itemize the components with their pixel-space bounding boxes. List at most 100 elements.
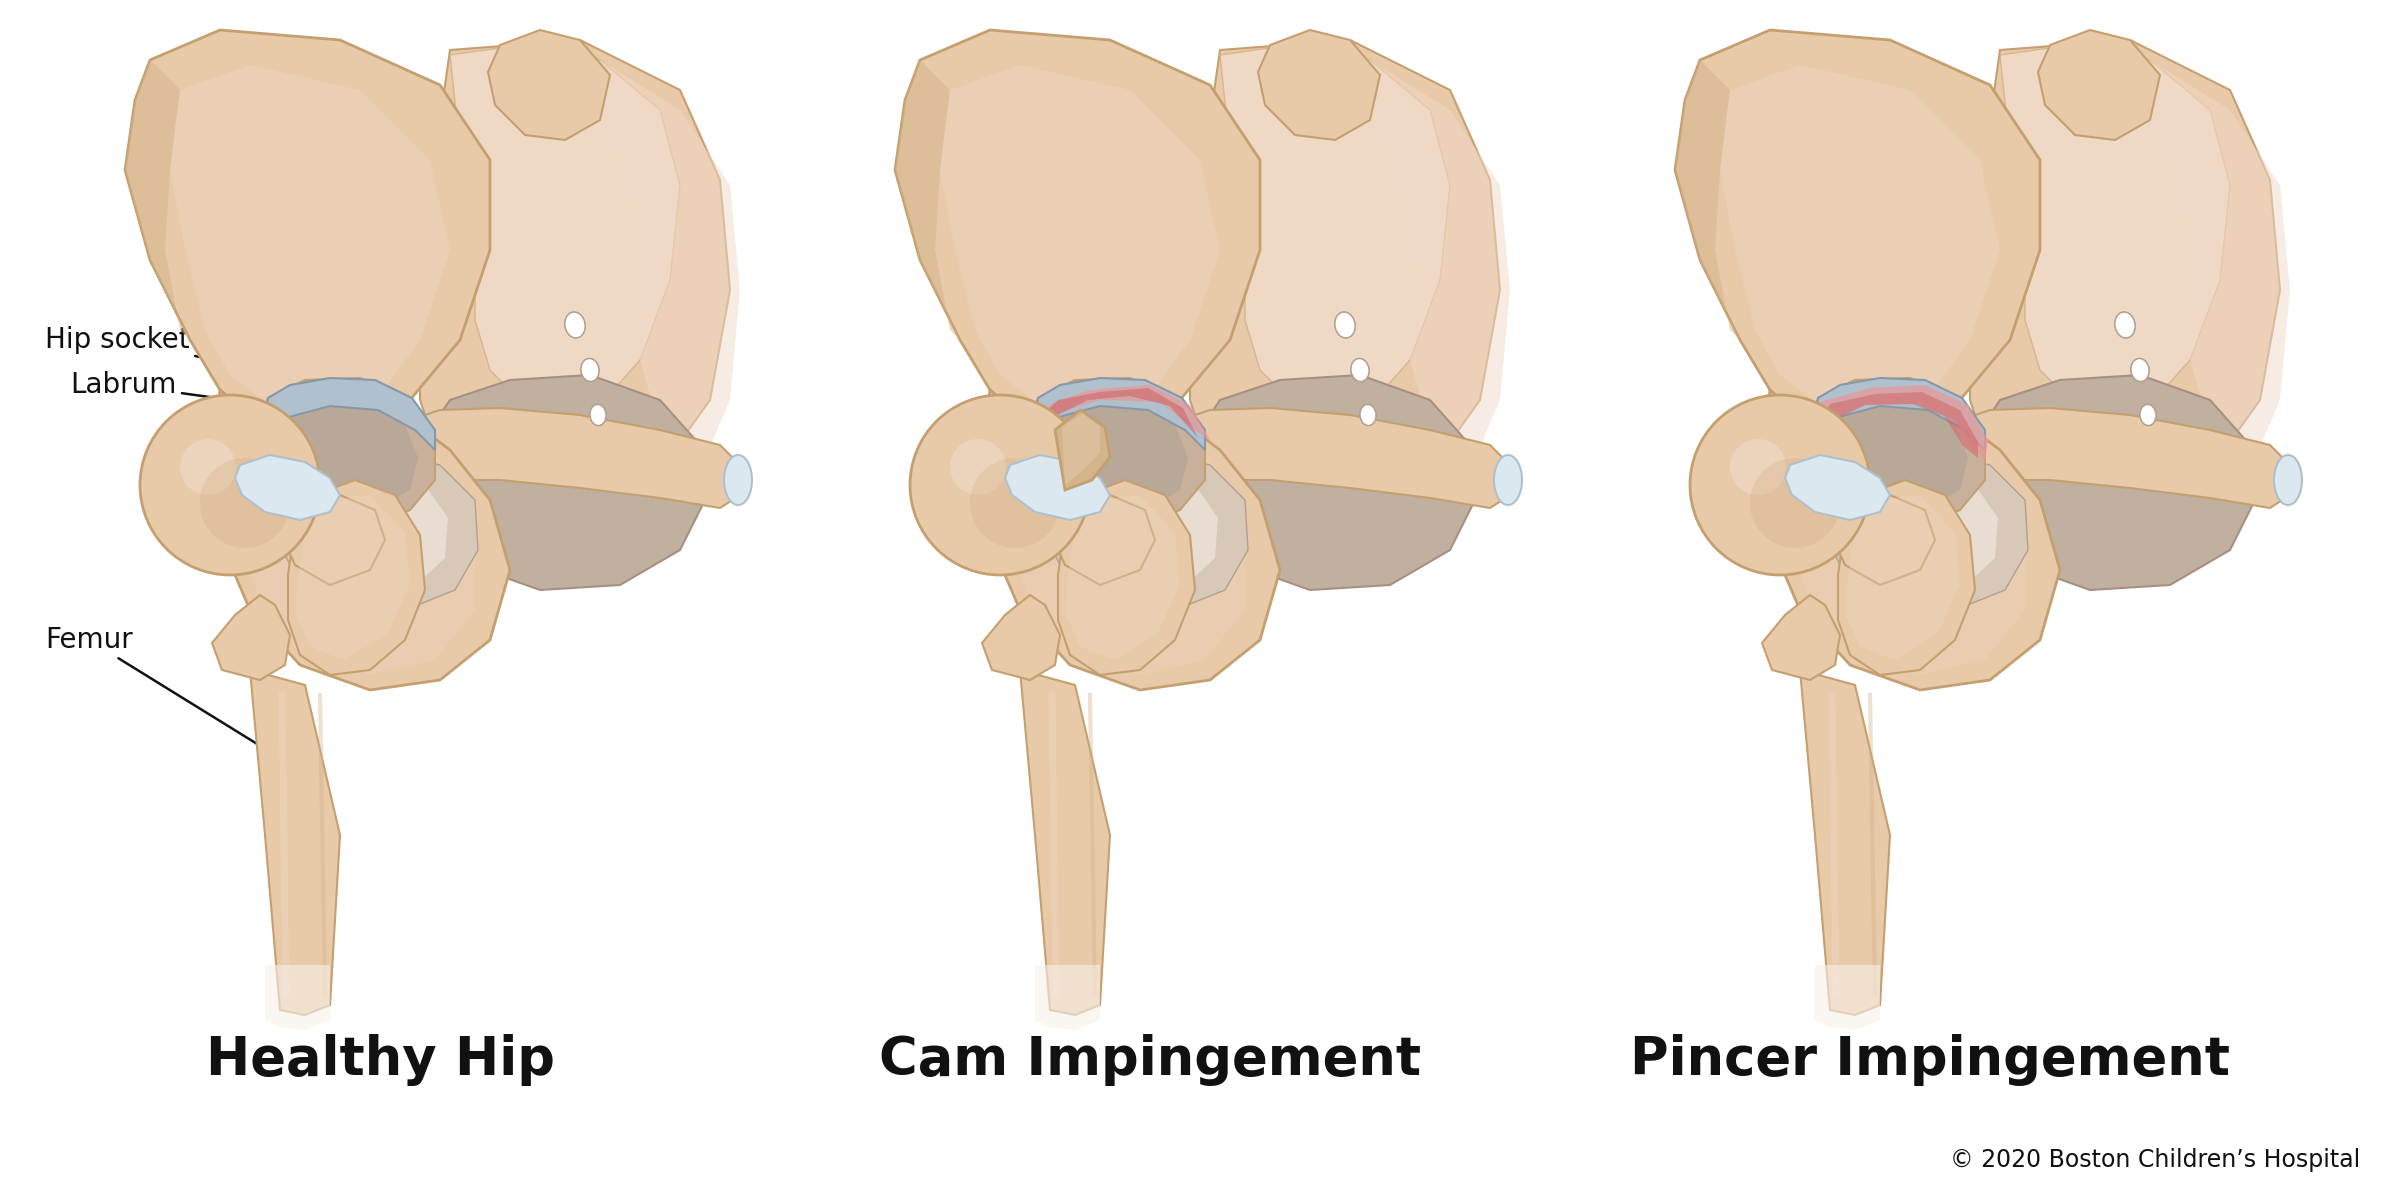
Polygon shape	[2124, 60, 2290, 500]
Ellipse shape	[2131, 359, 2148, 381]
Polygon shape	[982, 595, 1061, 680]
Polygon shape	[1190, 40, 1500, 520]
Polygon shape	[2038, 30, 2160, 140]
Polygon shape	[1836, 495, 1934, 585]
Circle shape	[139, 394, 319, 576]
Polygon shape	[295, 495, 410, 659]
Circle shape	[1690, 394, 1870, 576]
Polygon shape	[1675, 60, 1740, 341]
Ellipse shape	[1351, 359, 1368, 381]
Polygon shape	[1258, 30, 1380, 140]
Ellipse shape	[1361, 404, 1375, 426]
Polygon shape	[1800, 670, 1891, 1016]
Polygon shape	[125, 30, 490, 440]
Polygon shape	[264, 965, 331, 1030]
Polygon shape	[1838, 480, 1975, 675]
Polygon shape	[235, 454, 341, 520]
Polygon shape	[1814, 965, 1879, 1030]
Polygon shape	[170, 65, 451, 420]
Circle shape	[1730, 439, 1786, 495]
Polygon shape	[1056, 410, 1109, 490]
Polygon shape	[895, 60, 960, 341]
Circle shape	[950, 439, 1006, 495]
Ellipse shape	[2131, 359, 2148, 381]
Polygon shape	[1814, 392, 1978, 458]
Polygon shape	[1034, 378, 1205, 450]
Polygon shape	[1164, 408, 1510, 508]
Polygon shape	[1344, 60, 1510, 500]
Polygon shape	[1066, 495, 1181, 659]
Polygon shape	[1020, 670, 1109, 1016]
Polygon shape	[1846, 495, 1961, 659]
Polygon shape	[1776, 405, 2026, 675]
Polygon shape	[226, 405, 475, 675]
Polygon shape	[264, 378, 434, 450]
Polygon shape	[1807, 378, 1985, 525]
Text: Femur: Femur	[46, 626, 274, 753]
Ellipse shape	[725, 454, 751, 505]
Polygon shape	[1190, 375, 1476, 590]
Ellipse shape	[564, 312, 586, 338]
Polygon shape	[1034, 965, 1099, 1030]
Polygon shape	[420, 40, 730, 520]
Polygon shape	[996, 405, 1246, 675]
Text: Healthy Hip: Healthy Hip	[206, 1034, 554, 1086]
Polygon shape	[283, 402, 418, 508]
Polygon shape	[979, 390, 1279, 689]
Polygon shape	[396, 408, 739, 508]
Polygon shape	[259, 440, 286, 486]
Ellipse shape	[590, 404, 607, 426]
Polygon shape	[302, 468, 449, 588]
Polygon shape	[1039, 388, 1198, 438]
Polygon shape	[1058, 480, 1195, 675]
Circle shape	[970, 458, 1061, 548]
Ellipse shape	[1334, 312, 1356, 338]
Polygon shape	[451, 46, 679, 415]
Polygon shape	[1853, 468, 1997, 588]
Polygon shape	[1044, 450, 1248, 610]
Polygon shape	[941, 65, 1219, 420]
Polygon shape	[288, 480, 425, 675]
Ellipse shape	[1493, 454, 1522, 505]
Polygon shape	[1814, 378, 1985, 450]
Polygon shape	[1027, 378, 1205, 525]
Polygon shape	[895, 30, 1260, 440]
Polygon shape	[1824, 450, 2028, 610]
Polygon shape	[1219, 46, 1450, 415]
Text: Pincer Impingement: Pincer Impingement	[1630, 1034, 2230, 1086]
Polygon shape	[211, 595, 290, 680]
Ellipse shape	[1351, 359, 1368, 381]
Polygon shape	[1810, 385, 1987, 460]
Text: Labrum: Labrum	[70, 370, 358, 417]
Circle shape	[180, 439, 235, 495]
Polygon shape	[250, 670, 341, 1016]
Ellipse shape	[590, 404, 607, 426]
Polygon shape	[125, 60, 190, 341]
Ellipse shape	[2275, 454, 2302, 505]
Circle shape	[199, 458, 290, 548]
Polygon shape	[286, 495, 384, 585]
Polygon shape	[1056, 495, 1154, 585]
Ellipse shape	[2114, 312, 2136, 338]
Polygon shape	[259, 378, 434, 525]
Polygon shape	[576, 60, 739, 500]
Polygon shape	[276, 450, 478, 610]
Text: Cam Impingement: Cam Impingement	[878, 1034, 1421, 1086]
Polygon shape	[1675, 30, 2040, 440]
Polygon shape	[1759, 390, 2059, 689]
Ellipse shape	[2141, 404, 2155, 426]
Polygon shape	[1006, 454, 1109, 520]
Polygon shape	[420, 375, 706, 590]
Polygon shape	[1831, 402, 1968, 508]
Circle shape	[1750, 458, 1841, 548]
Ellipse shape	[1334, 312, 1356, 338]
Polygon shape	[487, 30, 610, 140]
Polygon shape	[1999, 46, 2230, 415]
Polygon shape	[1027, 440, 1056, 486]
Polygon shape	[1970, 40, 2280, 520]
Polygon shape	[1721, 65, 1999, 420]
Ellipse shape	[2141, 404, 2155, 426]
Ellipse shape	[581, 359, 600, 381]
Polygon shape	[1762, 595, 1841, 680]
Polygon shape	[211, 390, 511, 689]
